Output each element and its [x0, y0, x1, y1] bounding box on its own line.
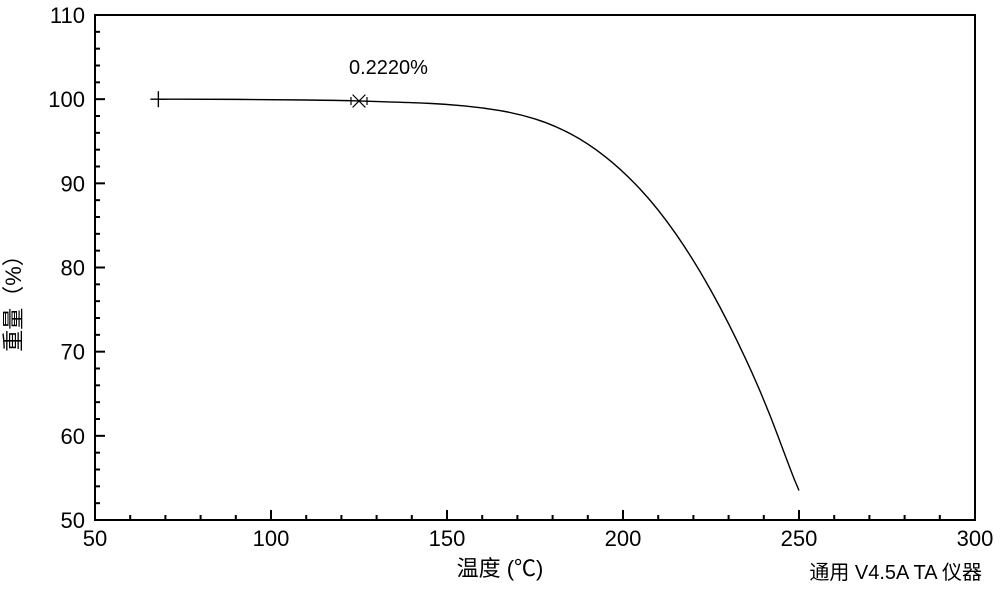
chart-footer: 通用 V4.5A TA 仪器 — [809, 556, 982, 585]
svg-text:90: 90 — [61, 171, 85, 196]
svg-text:50: 50 — [83, 526, 107, 551]
svg-text:200: 200 — [605, 526, 642, 551]
svg-text:80: 80 — [61, 256, 85, 281]
svg-text:110: 110 — [50, 3, 85, 28]
x-axis-label: 温度 (℃) — [457, 551, 544, 583]
svg-text:60: 60 — [61, 424, 85, 449]
chart-container: 501001502002503005060708090100110 重量（%） … — [0, 0, 1000, 595]
svg-text:50: 50 — [61, 508, 85, 533]
weight-loss-annotation: 0.2220% — [349, 57, 428, 80]
svg-text:100: 100 — [48, 87, 85, 112]
svg-text:300: 300 — [957, 526, 994, 551]
svg-text:100: 100 — [253, 526, 290, 551]
svg-text:250: 250 — [781, 526, 818, 551]
svg-text:70: 70 — [61, 340, 85, 365]
svg-text:150: 150 — [429, 526, 466, 551]
y-axis-label: 重量（%） — [0, 244, 28, 352]
chart-svg: 50 100 150 200 250 300 50 60 70 80 90 100 110 — [0, 0, 1000, 595]
